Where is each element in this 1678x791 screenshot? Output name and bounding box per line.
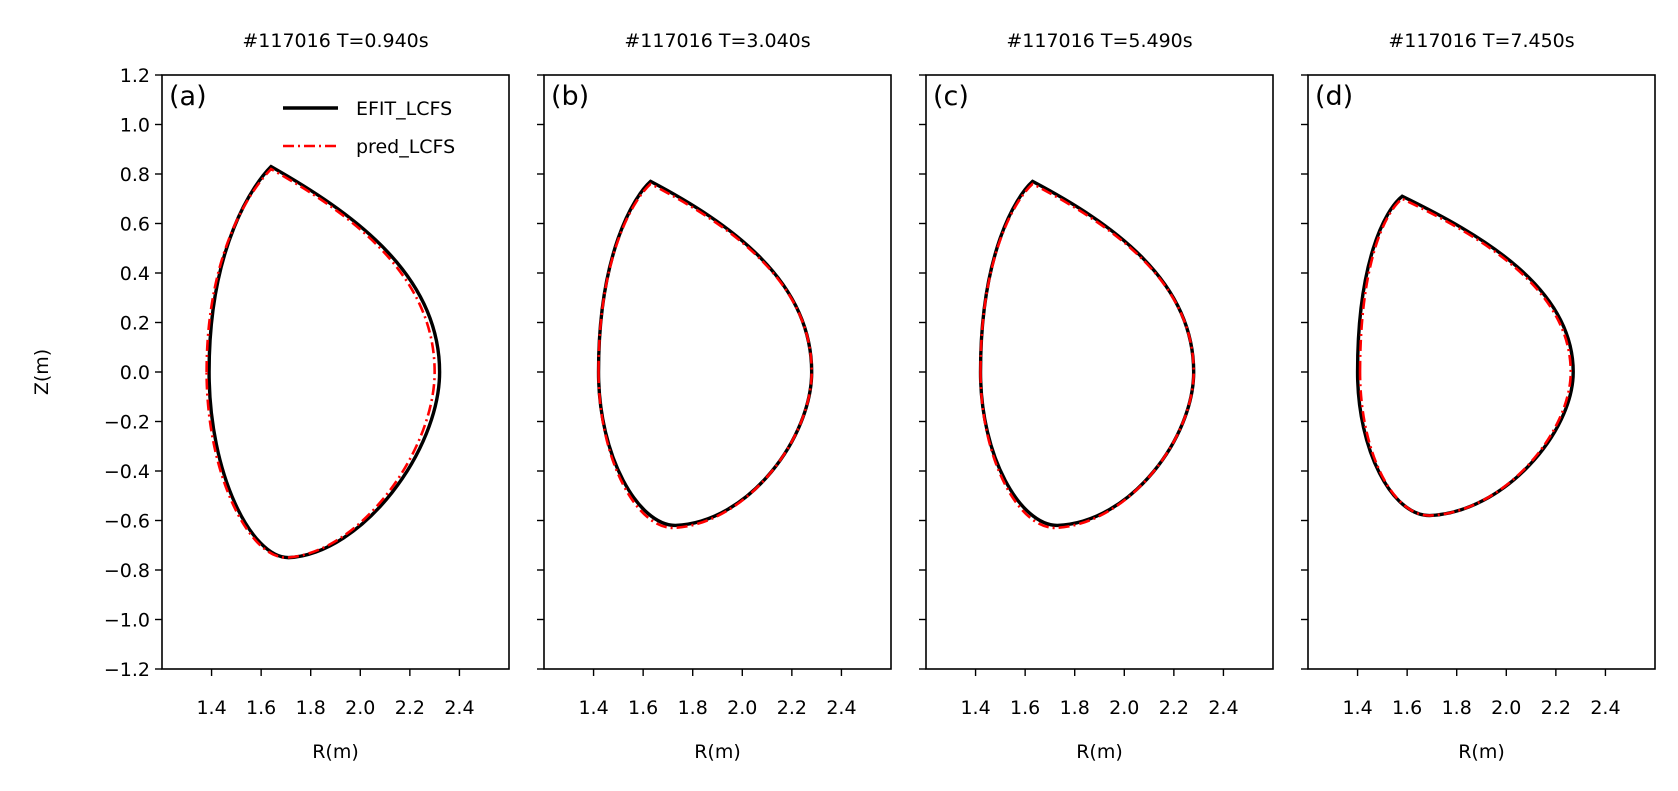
x-tick-label: 2.4 bbox=[1208, 697, 1238, 719]
x-tick-label: 1.4 bbox=[960, 697, 990, 719]
panel-title: #117016 T=7.450s bbox=[1388, 30, 1574, 52]
x-axis-label: R(m) bbox=[1076, 741, 1123, 763]
legend-label: EFIT_LCFS bbox=[356, 98, 452, 120]
panel-d: #117016 T=7.450s 1.4 1.6 1.8 2.0 2.2 2.4 R(m) (d… bbox=[1301, 30, 1656, 763]
x-tick-label: 2.0 bbox=[345, 697, 375, 719]
y-tick-label: −0.2 bbox=[104, 412, 150, 434]
x-tick-label: 2.4 bbox=[826, 697, 856, 719]
plot-frame bbox=[161, 74, 510, 670]
plot-frame bbox=[543, 74, 892, 670]
pred-lcfs-curve bbox=[205, 167, 436, 559]
x-tick-label: 1.4 bbox=[1342, 697, 1372, 719]
legend-label: pred_LCFS bbox=[356, 136, 455, 158]
x-tick-label: 2.4 bbox=[444, 697, 474, 719]
x-axis-label: R(m) bbox=[1458, 741, 1505, 763]
panel-title: #117016 T=3.040s bbox=[624, 30, 810, 52]
panel-letter: (c) bbox=[933, 81, 969, 112]
y-tick-label: 0.8 bbox=[120, 164, 150, 186]
panel-letter: (d) bbox=[1315, 81, 1353, 112]
y-tick-label: −0.6 bbox=[104, 511, 150, 533]
panel-b: #117016 T=3.040s 1.4 1.6 1.8 2.0 2.2 2.4 R(m) (b… bbox=[537, 30, 892, 763]
x-axis-label: R(m) bbox=[312, 741, 359, 763]
panel-c: #117016 T=5.490s 1.4 1.6 1.8 2.0 2.2 2.4 R(m) (c… bbox=[919, 30, 1274, 763]
y-tick-label: −1.2 bbox=[104, 659, 150, 681]
pred-lcfs-curve bbox=[1358, 197, 1573, 517]
y-axis-label: Z(m) bbox=[31, 349, 53, 395]
efit-lcfs-curve bbox=[1355, 194, 1575, 518]
x-tick-label: 1.6 bbox=[628, 697, 658, 719]
x-tick-label: 2.0 bbox=[727, 697, 757, 719]
x-tick-label: 2.4 bbox=[1590, 697, 1620, 719]
x-tick-label: 1.8 bbox=[1060, 697, 1090, 719]
x-tick-label: 1.8 bbox=[1442, 697, 1472, 719]
x-tick-label: 2.2 bbox=[777, 697, 807, 719]
x-axis-label: R(m) bbox=[694, 741, 741, 763]
panel-title: #117016 T=5.490s bbox=[1006, 30, 1192, 52]
x-tick-label: 1.4 bbox=[578, 697, 608, 719]
pred-lcfs-curve bbox=[597, 182, 813, 530]
pred-lcfs-curve bbox=[979, 182, 1195, 530]
y-tick-label: 0.2 bbox=[120, 313, 150, 335]
x-tick-label: 2.0 bbox=[1491, 697, 1521, 719]
plot-frame bbox=[925, 74, 1274, 670]
x-tick-label: 1.6 bbox=[1392, 697, 1422, 719]
x-tick-label: 1.6 bbox=[1010, 697, 1040, 719]
x-tick-label: 2.2 bbox=[1541, 697, 1571, 719]
x-tick-label: 2.2 bbox=[1159, 697, 1189, 719]
efit-lcfs-curve bbox=[207, 164, 442, 560]
x-tick-label: 1.8 bbox=[296, 697, 326, 719]
y-tick-label: 0.6 bbox=[120, 214, 150, 236]
y-tick-label: 0.4 bbox=[120, 263, 150, 285]
panel-letter: (b) bbox=[551, 81, 589, 112]
y-tick-label: −1.0 bbox=[104, 610, 150, 632]
x-tick-label: 1.6 bbox=[246, 697, 276, 719]
y-tick-label: 1.0 bbox=[120, 115, 150, 137]
legend: EFIT_LCFS pred_LCFS bbox=[283, 98, 455, 158]
panel-letter: (a) bbox=[169, 81, 207, 112]
y-tick-label: −0.8 bbox=[104, 560, 150, 582]
panel-title: #117016 T=0.940s bbox=[242, 30, 428, 52]
y-tick-label: −0.4 bbox=[104, 461, 150, 483]
x-tick-label: 2.0 bbox=[1109, 697, 1139, 719]
efit-lcfs-curve bbox=[596, 179, 814, 528]
x-tick-label: 2.2 bbox=[395, 697, 425, 719]
panel-a: #117016 T=0.940s 1.4 1.6 1.8 2.0 2.2 2.4 R(m) −1… bbox=[31, 30, 510, 763]
x-tick-label: 1.4 bbox=[196, 697, 226, 719]
efit-lcfs-curve bbox=[978, 179, 1196, 528]
y-tick-label: 0.0 bbox=[120, 362, 150, 384]
y-tick-label: 1.2 bbox=[120, 65, 150, 87]
x-tick-label: 1.8 bbox=[678, 697, 708, 719]
